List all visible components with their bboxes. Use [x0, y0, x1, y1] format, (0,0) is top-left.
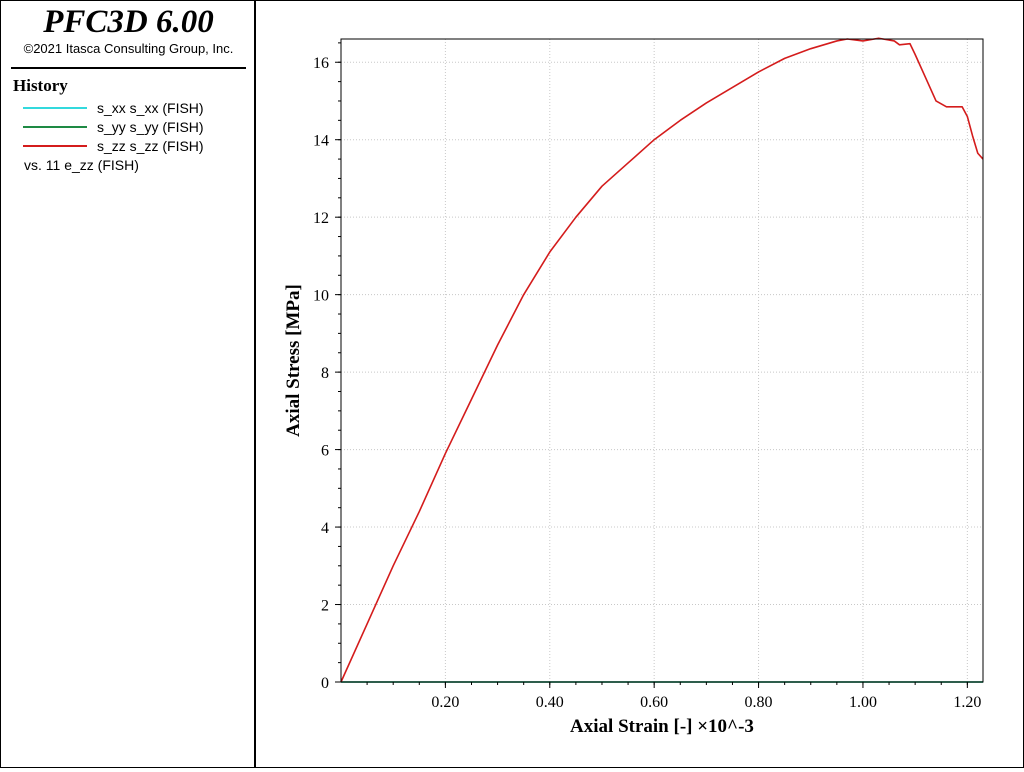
x-axis-label: Axial Strain [-] ×10^-3 [570, 716, 754, 737]
legend-item-label: s_xx s_xx (FISH) [97, 100, 204, 116]
series-layer [340, 37, 984, 683]
app-title: PFC3D 6.00 [43, 4, 214, 40]
y-tick-label: 14 [313, 133, 329, 150]
x-tick-label: 0.40 [536, 694, 564, 711]
x-tick-label: 1.00 [849, 694, 877, 711]
chart-area: 0.20 0.40 0.60 0.80 1.00 1.20 0 2 4 6 8 10 12 14 16 Ax… [257, 1, 1023, 767]
x-tick-label: 1.20 [953, 694, 981, 711]
legend-swatch [23, 126, 87, 128]
y-tick-label: 12 [313, 210, 329, 227]
y-axis-label: Axial Stress [MPa] [283, 284, 304, 437]
legend-sidebar: PFC3D 6.00 ©2021 Itasca Consulting Group… [1, 1, 256, 767]
y-tick-label: 10 [313, 288, 329, 305]
y-tick-label: 4 [321, 520, 329, 537]
legend-swatch [23, 107, 87, 109]
x-tick-label: 0.60 [640, 694, 668, 711]
divider [11, 67, 246, 69]
plot-frame [340, 38, 984, 683]
x-tick-label: 0.20 [431, 694, 459, 711]
y-tick-label: 2 [321, 598, 329, 615]
y-tick-label: 0 [321, 675, 329, 692]
legend-item-label: s_yy s_yy (FISH) [97, 119, 204, 135]
axis-ticks: 0.20 0.40 0.60 0.80 1.00 1.20 0 2 4 6 8 10 12 14 16 [313, 42, 981, 711]
series-line-2 [340, 37, 984, 683]
history-heading: History [13, 76, 68, 95]
y-tick-label: 8 [321, 365, 329, 382]
history-chart: 0.20 0.40 0.60 0.80 1.00 1.20 0 2 4 6 8 10 12 14 16 Ax… [283, 37, 984, 737]
y-tick-label: 16 [313, 55, 329, 72]
x-tick-label: 0.80 [745, 694, 773, 711]
vs-axis-label: vs. 11 e_zz (FISH) [24, 157, 139, 173]
legend-item-label: s_zz s_zz (FISH) [97, 138, 204, 154]
legend-swatch [23, 145, 87, 147]
copyright-text: ©2021 Itasca Consulting Group, Inc. [23, 41, 234, 56]
y-tick-label: 6 [321, 443, 329, 460]
grid-lines [341, 39, 983, 683]
